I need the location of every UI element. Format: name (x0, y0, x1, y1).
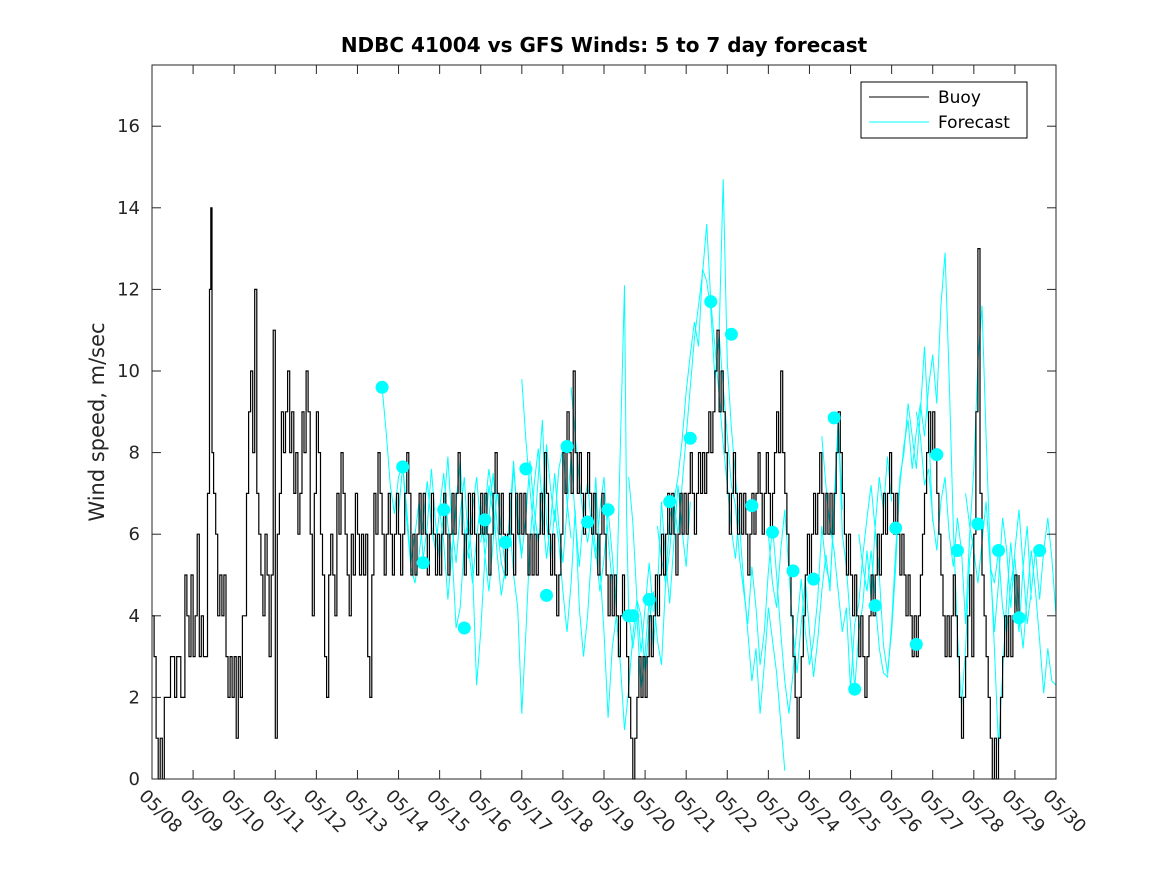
legend-label-buoy: Buoy (938, 88, 981, 108)
forecast-marker (807, 572, 821, 586)
forecast-member-line-14 (965, 493, 1057, 633)
forecast-marker (626, 609, 640, 623)
plot-area (152, 65, 1056, 779)
forecast-member-line-13 (915, 305, 1032, 747)
forecast-marker (889, 521, 903, 535)
y-tick-label: 2 (129, 687, 140, 708)
legend-box (860, 81, 1028, 139)
forecast-marker (971, 517, 985, 531)
y-tick-label: 4 (129, 606, 140, 627)
forecast-marker (498, 535, 512, 549)
forecast-marker (930, 448, 944, 462)
forecast-marker (1012, 611, 1026, 625)
forecast-marker (375, 380, 389, 394)
forecast-marker (848, 682, 862, 696)
forecast-member-line-7 (628, 224, 741, 673)
legend: Buoy Forecast (860, 81, 1028, 139)
forecast-marker (786, 564, 800, 578)
forecast-marker (663, 495, 677, 509)
forecast-marker (581, 515, 595, 529)
forecast-marker (560, 440, 574, 453)
forecast-marker (909, 637, 923, 651)
forecast-marker (642, 593, 656, 606)
y-tick-label: 0 (129, 769, 140, 790)
forecast-member-line-3 (439, 444, 572, 686)
forecast-member-line-8 (656, 179, 786, 771)
forecast-marker (724, 327, 738, 341)
forecast-marker (1033, 544, 1047, 557)
y-tick-label: 14 (117, 198, 140, 219)
forecast-marker (416, 556, 430, 570)
forecast-marker (519, 462, 533, 476)
legend-label-forecast: Forecast (938, 113, 1010, 133)
forecast-marker (827, 411, 841, 425)
forecast-marker (601, 503, 615, 517)
forecast-member-line-9 (718, 334, 843, 714)
y-axis-label: Wind speed, m/sec (85, 322, 109, 521)
y-tick-label: 12 (117, 279, 140, 300)
forecast-marker (396, 460, 410, 474)
y-tick-label: 16 (117, 116, 140, 137)
forecast-marker (478, 513, 492, 527)
y-tick-label: 8 (129, 443, 140, 464)
forecast-marker (540, 588, 553, 602)
y-tick-label: 6 (129, 524, 140, 545)
forecast-member-line-12 (858, 252, 975, 706)
forecast-marker (950, 544, 964, 557)
forecast-marker (437, 503, 451, 517)
forecast-marker (992, 544, 1005, 557)
forecast-marker (766, 525, 779, 539)
buoy-series-line (152, 207, 1020, 780)
forecast-marker (868, 599, 882, 613)
data-layer (152, 179, 1057, 780)
forecast-marker (457, 621, 471, 635)
forecast-member-line-5 (521, 379, 654, 731)
forecast-marker (683, 431, 697, 445)
forecast-marker (745, 499, 759, 513)
forecast-member-line-15 (989, 550, 1057, 694)
y-tick-label: 10 (117, 361, 140, 382)
chart-title: NDBC 41004 vs GFS Winds: 5 to 7 day fore… (341, 33, 868, 57)
forecast-marker (704, 295, 718, 309)
forecast-member-line-4 (480, 448, 613, 714)
